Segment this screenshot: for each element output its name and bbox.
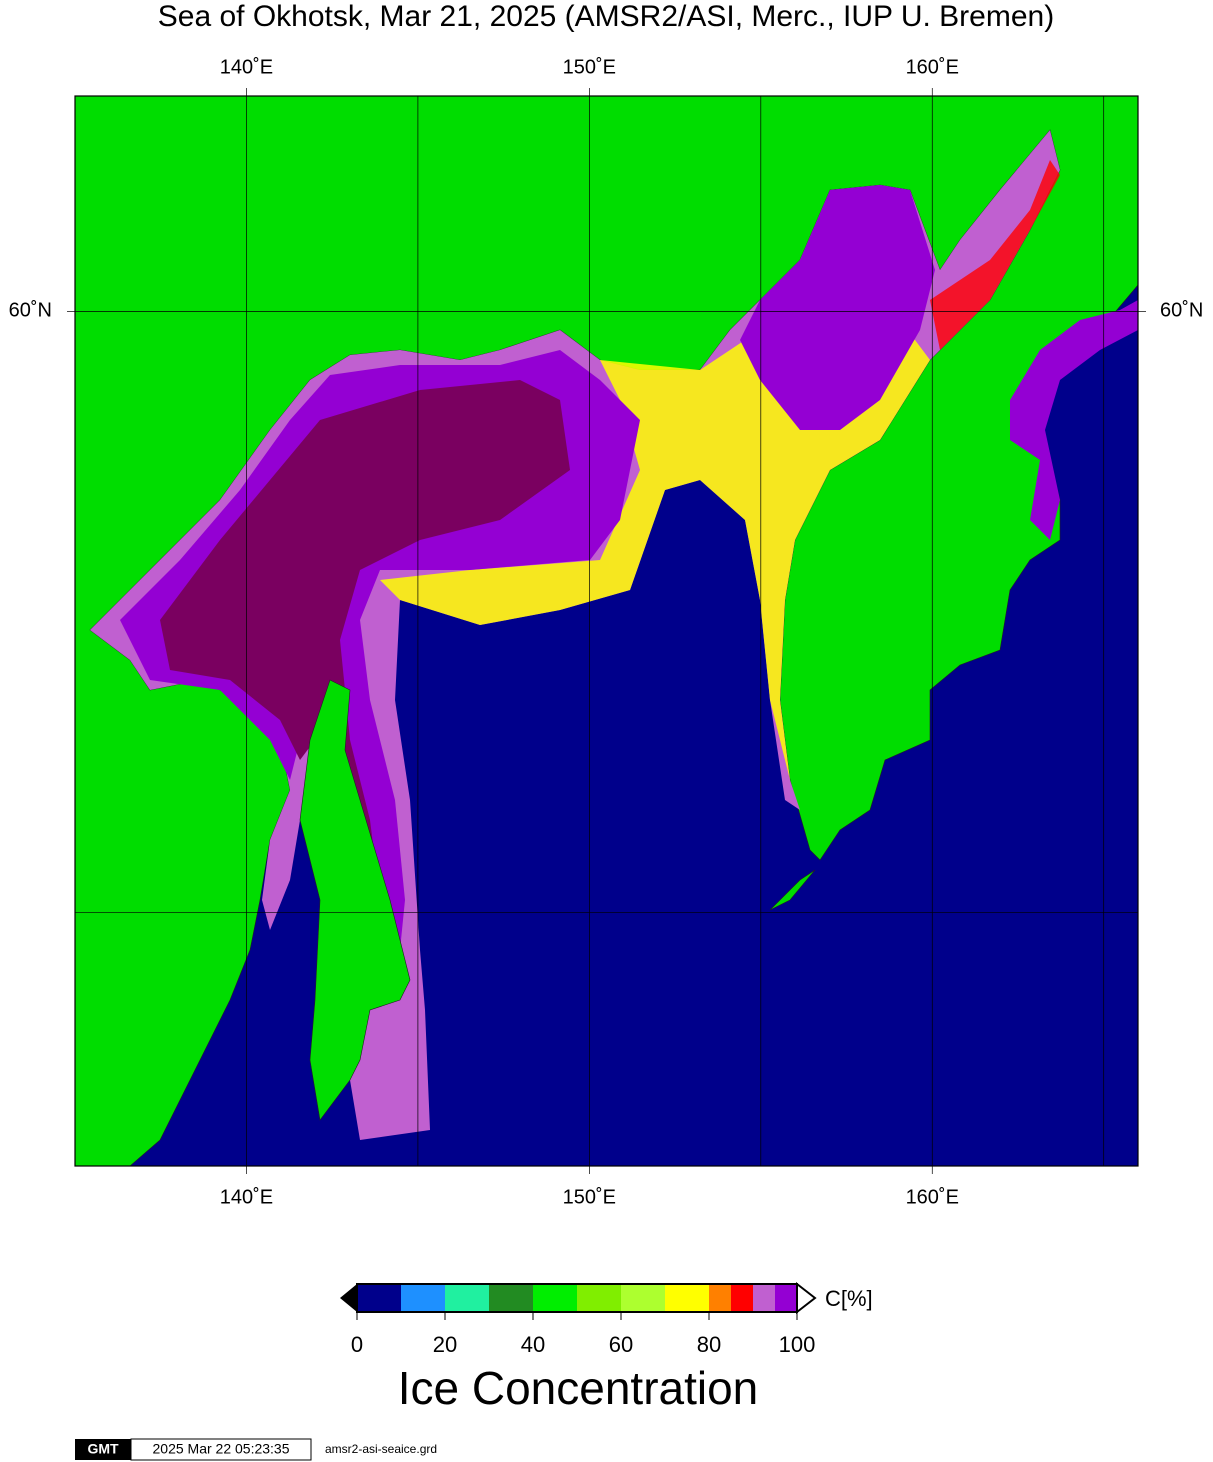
map-title: Sea of Okhotsk, Mar 21, 2025 (AMSR2/ASI,…: [158, 0, 1054, 33]
ice-pack: [740, 185, 935, 430]
colorbar-tick-label: 100: [779, 1332, 816, 1357]
lon-label: 140˚E: [220, 56, 273, 78]
colorbar-tick-label: 80: [697, 1332, 721, 1357]
lon-label: 140˚E: [220, 1186, 273, 1208]
colorbar-over: [796, 1281, 817, 1315]
lon-label: 150˚E: [563, 56, 616, 78]
timestamp: 2025 Mar 22 05:23:35: [153, 1441, 290, 1457]
ice-edge: [380, 320, 930, 780]
timestamp-box: [130, 1438, 312, 1461]
colorbar-segment: [445, 1284, 489, 1312]
colorbar: C[%] Ice Concentration 0 20 40 60 80 100: [340, 1281, 873, 1414]
colorbar-tick-label: 40: [521, 1332, 545, 1357]
colorbar-title: Ice Concentration: [398, 1362, 759, 1414]
colorbar-tick-label: 60: [609, 1332, 633, 1357]
colorbar-under: [340, 1284, 357, 1312]
file-name: amsr2-asi-seaice.grd: [325, 1442, 437, 1456]
logo-box: [75, 1439, 131, 1460]
colorbar-segment: [621, 1284, 665, 1312]
colorbar-segment: [489, 1284, 533, 1312]
ice-core: [160, 380, 570, 900]
logo: GMT: [87, 1441, 119, 1457]
colorbar-segment: [357, 1284, 401, 1312]
sakhalin: [299, 679, 411, 1121]
colorbar-tick-label: 20: [433, 1332, 457, 1357]
colorbar-segment: [775, 1284, 797, 1312]
island: [769, 869, 816, 911]
colorbar-segment: [533, 1284, 577, 1312]
lat-label: 60˚N: [9, 300, 52, 322]
lon-label: 160˚E: [906, 56, 959, 78]
ice-edge: [930, 160, 1060, 350]
colorbar-tick-label: 0: [351, 1332, 363, 1357]
colorbar-unit: C[%]: [825, 1286, 873, 1311]
colorbar-frame: [356, 1283, 798, 1313]
map-frame: [74, 95, 1139, 1167]
footer: GMT 2025 Mar 22 05:23:35 amsr2-asi-seaic…: [75, 1438, 437, 1461]
colorbar-segment: [665, 1284, 709, 1312]
colorbar-segment: [401, 1284, 445, 1312]
lon-label: 150˚E: [563, 1186, 616, 1208]
graticule: [67, 88, 1146, 1174]
colorbar-segment: [577, 1284, 621, 1312]
lon-label: 160˚E: [906, 1186, 959, 1208]
lat-label: 60˚N: [1160, 300, 1203, 322]
colorbar-segment: [709, 1284, 731, 1312]
colorbar-segment: [753, 1284, 775, 1312]
ice-pack: [1010, 300, 1138, 540]
map: [67, 88, 1146, 1174]
colorbar-segment: [731, 1284, 753, 1312]
